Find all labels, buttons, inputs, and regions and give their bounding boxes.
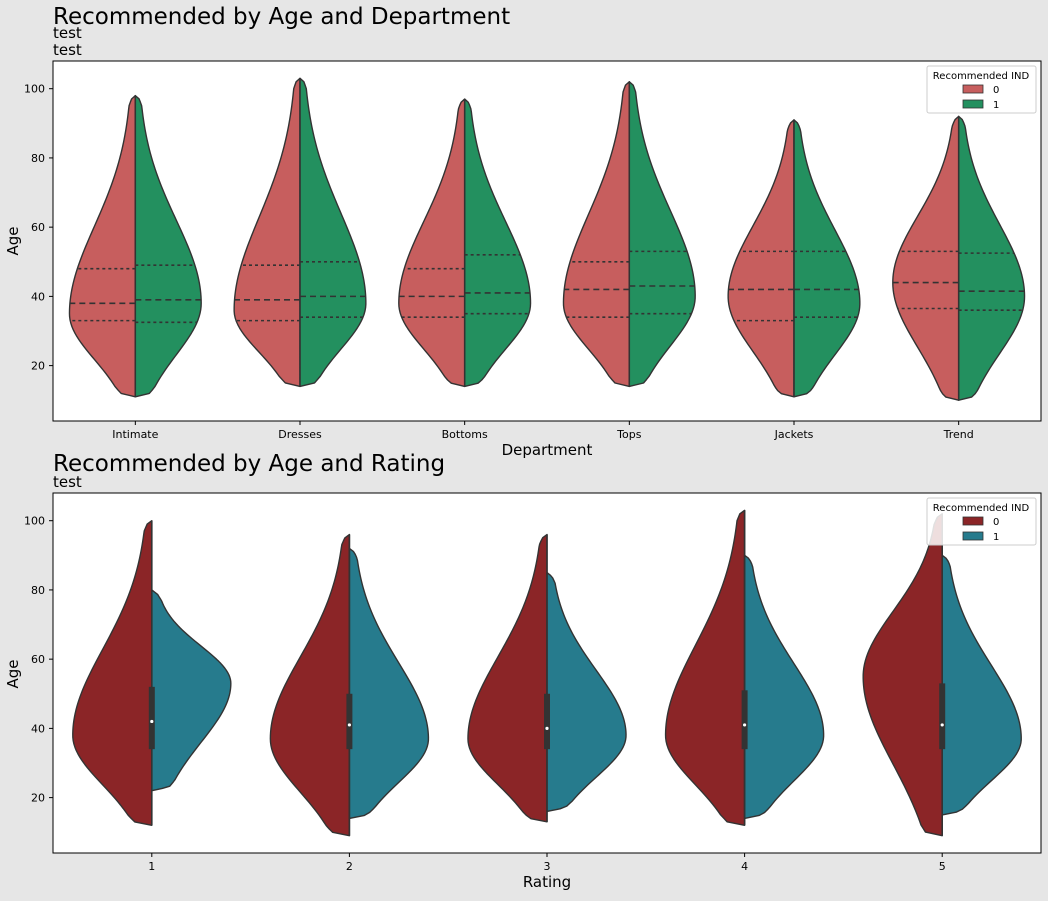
box-iqr [741, 690, 748, 750]
legend-swatch-0 [962, 516, 984, 526]
y-tick-label: 60 [31, 653, 45, 666]
chart-title: Recommended by Age and Department [53, 4, 510, 30]
y-tick-label: 40 [31, 722, 45, 735]
y-tick-label: 40 [31, 290, 45, 303]
violin-half-1 [463, 98, 532, 388]
chart-subtitle: test [53, 41, 82, 59]
y-axis-label: Age [4, 659, 22, 688]
legend-title: Recommended IND [933, 503, 1030, 514]
y-tick-label: 60 [31, 221, 45, 234]
violin-half-1 [151, 589, 232, 792]
legend-label-0: 0 [993, 517, 999, 528]
y-tick-label: 20 [31, 792, 45, 805]
legend-label-1: 1 [993, 532, 999, 543]
legend-swatch-1 [962, 99, 984, 109]
chart-subtitle: test [53, 473, 82, 491]
y-axis-ticks: 20 40 60 80 100 [24, 515, 53, 805]
violin-half-1 [743, 554, 825, 820]
box-median [347, 723, 351, 727]
legend-swatch-0 [962, 84, 984, 94]
violin-half-1 [957, 115, 1026, 401]
violins [68, 77, 1026, 401]
x-tick-label: Tops [616, 428, 642, 441]
x-tick-label: Trend [943, 428, 974, 441]
violin-half-0 [664, 509, 746, 827]
legend-swatch-1 [962, 531, 984, 541]
violin-half-1 [941, 554, 1022, 816]
x-tick-label: Bottoms [442, 428, 488, 441]
violin-half-0 [862, 513, 943, 837]
box-iqr [346, 693, 353, 750]
violin-half-1 [628, 81, 696, 388]
violin-half-1 [299, 77, 367, 388]
x-tick-label: 2 [346, 860, 353, 873]
violin-half-0 [68, 94, 137, 398]
plot-area [52, 60, 1042, 422]
x-tick-label: 3 [544, 860, 551, 873]
x-tick-label: 1 [148, 860, 155, 873]
violins [72, 509, 1022, 837]
chart-title: Recommended by Age and Rating [53, 451, 445, 477]
legend-label-1: 1 [993, 100, 999, 111]
legend: Recommended IND 0 1 [926, 65, 1037, 114]
x-tick-label: Jackets [774, 428, 814, 441]
violin-half-0 [233, 77, 301, 388]
legend-title: Recommended IND [933, 71, 1030, 82]
y-tick-label: 100 [24, 515, 45, 528]
box-median [545, 726, 549, 730]
x-tick-label: Intimate [112, 428, 158, 441]
legend-label-0: 0 [993, 85, 999, 96]
y-tick-label: 20 [31, 360, 45, 373]
violin-half-0 [562, 81, 631, 388]
violin-half-1 [793, 119, 861, 398]
x-axis-ticks: Intimate Dresses Bottoms Tops Jackets Trend [112, 421, 974, 441]
chart-department: Recommended by Age and Department test t… [4, 4, 1042, 459]
legend: Recommended IND 0 1 [926, 497, 1037, 546]
y-tick-label: 80 [31, 152, 45, 165]
y-tick-label: 80 [31, 584, 45, 597]
box-iqr [939, 683, 946, 750]
chart-subtitle: test [53, 24, 82, 42]
y-axis-label: Age [4, 226, 22, 255]
x-tick-label: Dresses [278, 428, 322, 441]
violin-half-0 [72, 519, 153, 827]
box-median [743, 723, 747, 727]
violin-half-0 [467, 533, 548, 823]
violin-half-1 [546, 571, 627, 813]
violin-half-1 [348, 547, 430, 820]
x-tick-label: 4 [741, 860, 748, 873]
x-axis-ticks: 1 2 3 4 5 [148, 853, 946, 873]
box-iqr [148, 686, 155, 750]
violin-half-0 [398, 98, 466, 388]
y-tick-label: 100 [24, 83, 45, 96]
violin-half-0 [269, 533, 351, 837]
x-tick-label: 5 [939, 860, 946, 873]
y-axis-ticks: 20 40 60 80 100 [24, 83, 53, 373]
violin-half-0 [727, 119, 795, 398]
chart-rating: Recommended by Age and Rating test 20406… [4, 451, 1042, 891]
violin-half-1 [134, 94, 202, 398]
box-iqr [544, 693, 550, 750]
violin-half-0 [892, 115, 960, 401]
box-median [940, 723, 944, 727]
x-axis-label: Rating [523, 873, 571, 891]
box-median [150, 719, 154, 724]
x-axis-label: Department [502, 441, 593, 459]
